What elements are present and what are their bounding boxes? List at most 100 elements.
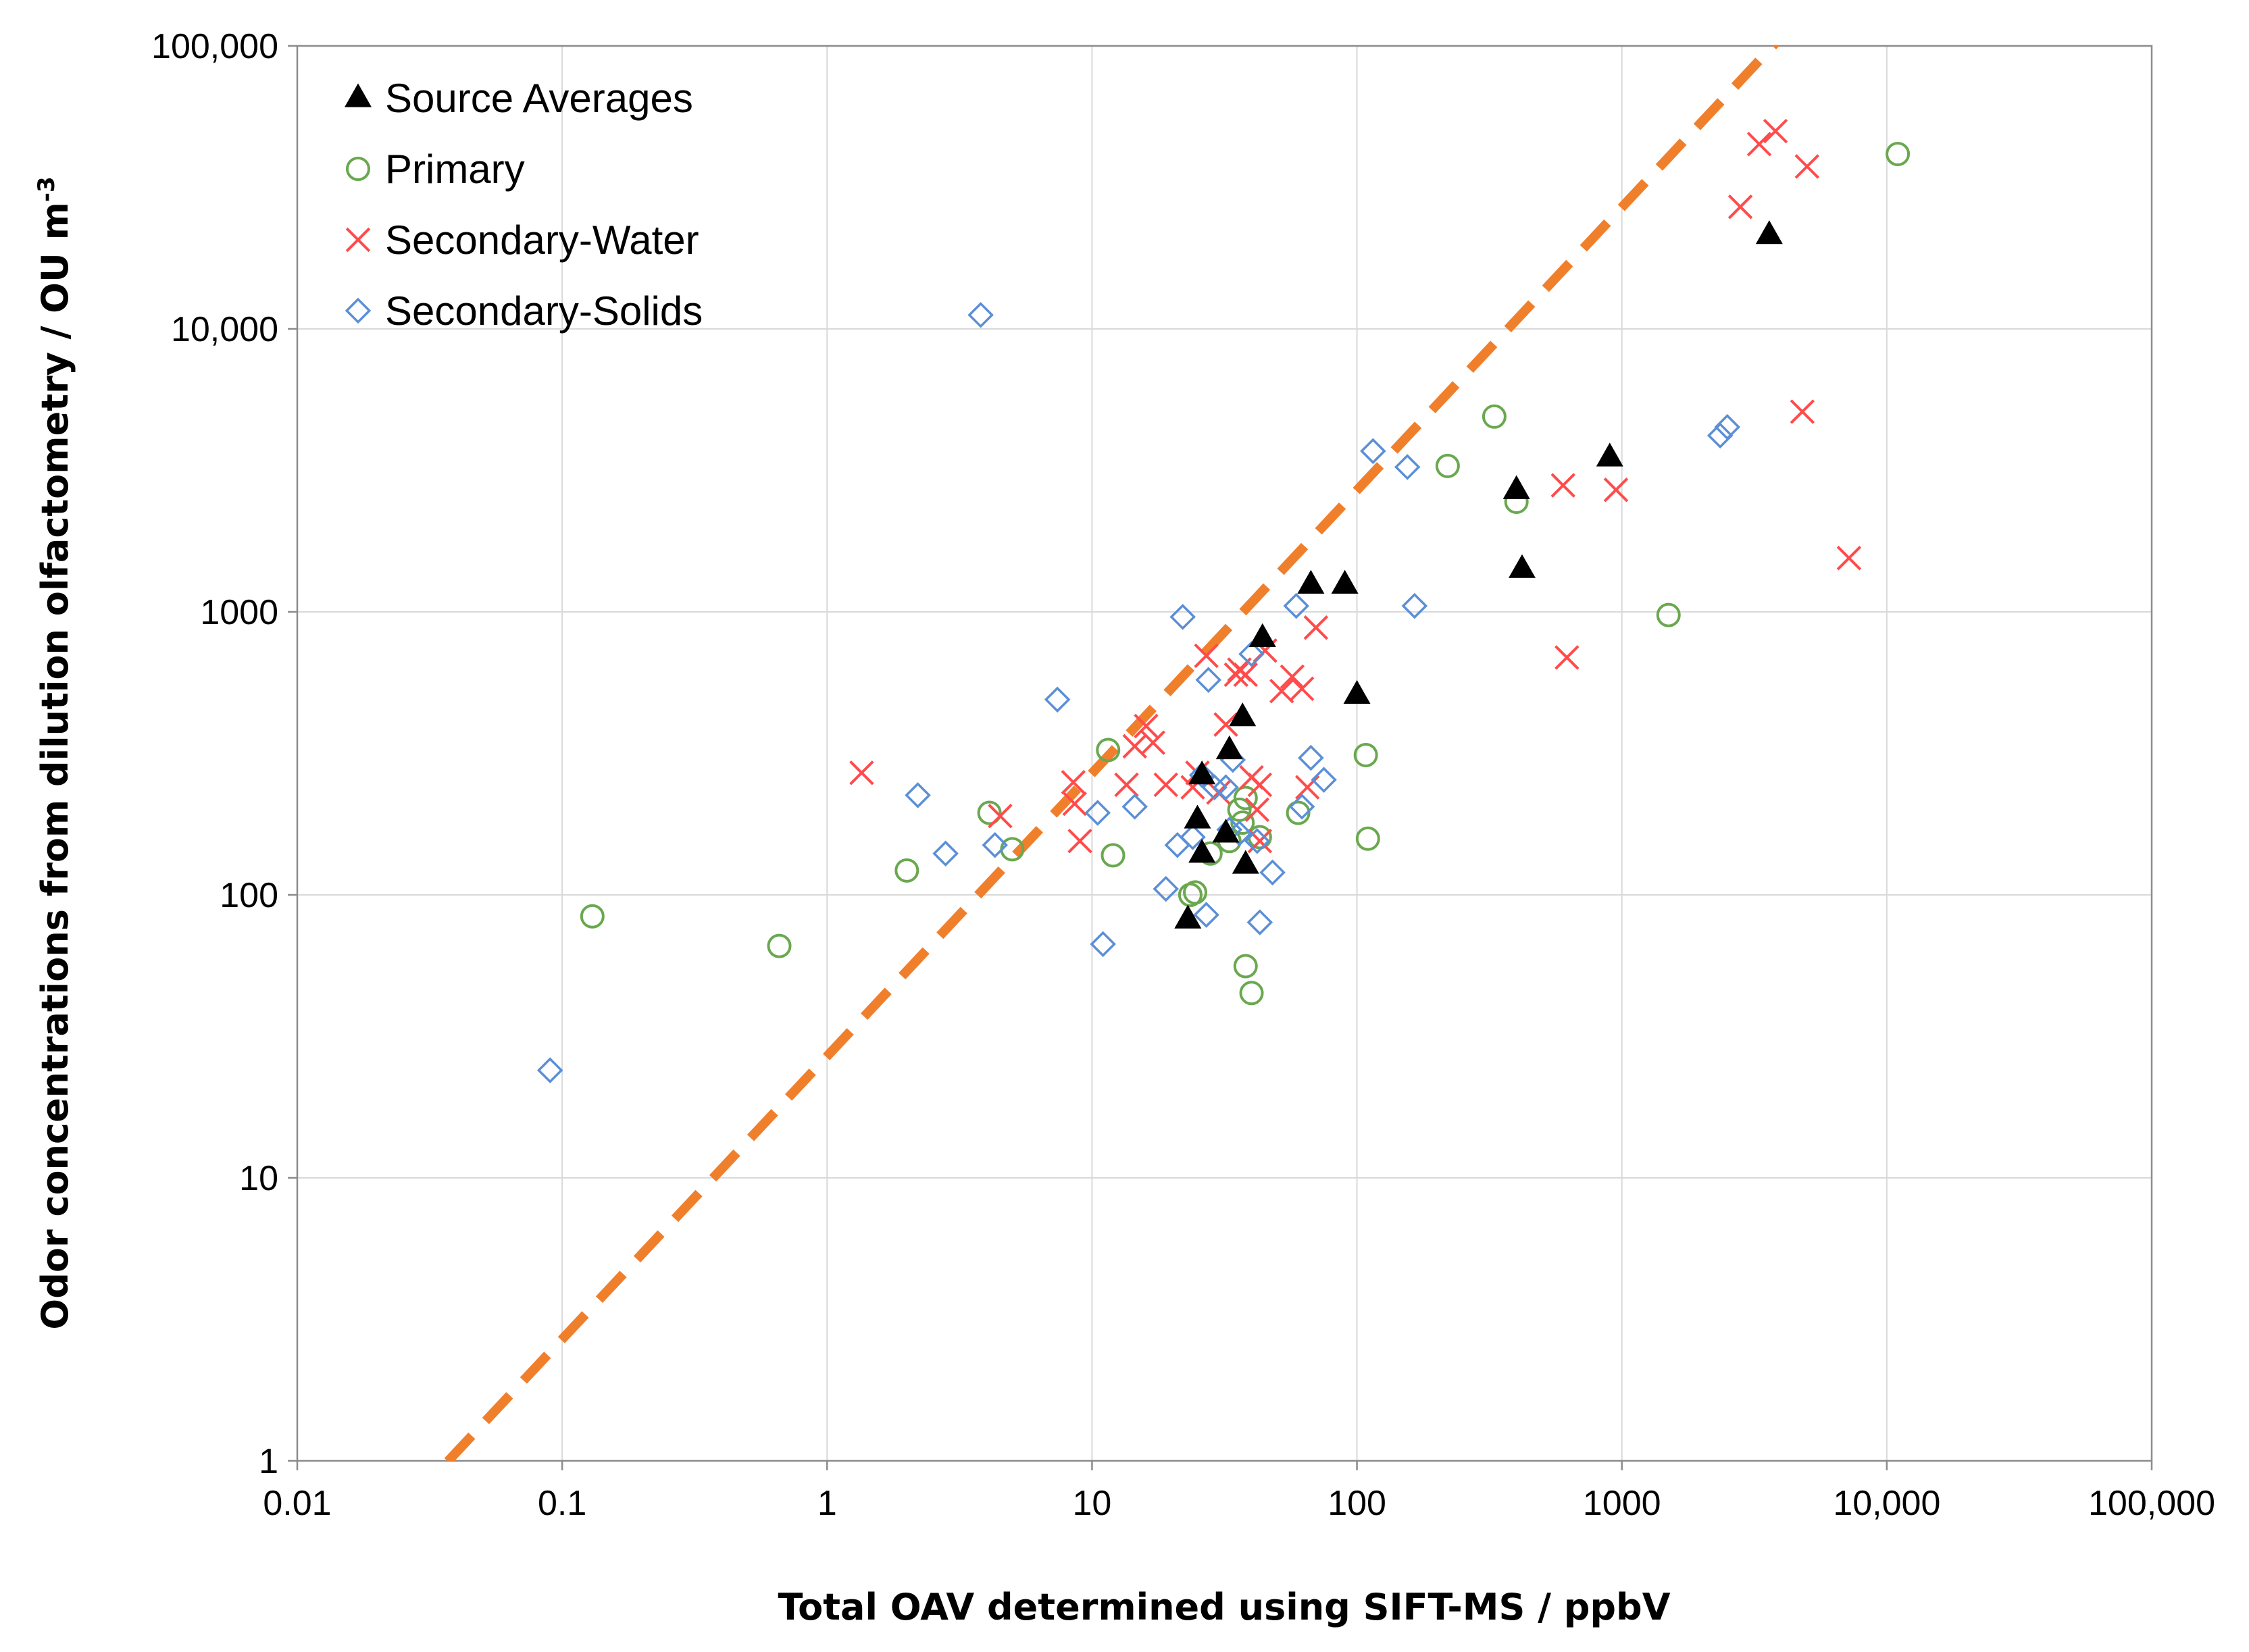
- secondary-water-point: [1280, 664, 1305, 690]
- secondary-water-point: [1061, 770, 1086, 795]
- secondary-water-point: [1213, 712, 1238, 737]
- legend-label: Source Averages: [385, 76, 693, 121]
- secondary-solids-point: [1707, 422, 1734, 449]
- primary-point: [580, 904, 605, 929]
- legend-label: Secondary-Solids: [385, 288, 703, 334]
- secondary-water-point: [1550, 473, 1575, 498]
- legend-item-secondary-water: Secondary-Water: [345, 217, 699, 263]
- secondary-water-point: [1153, 772, 1178, 798]
- secondary-solids-point: [1288, 794, 1315, 820]
- y-tick-label: 100,000: [151, 27, 278, 66]
- secondary-water-point: [1746, 132, 1772, 157]
- legend-item-source-averages: Source Averages: [345, 76, 693, 121]
- secondary-water-point: [1294, 775, 1320, 800]
- secondary-water-point: [1062, 791, 1087, 817]
- secondary-water-point: [1247, 772, 1273, 798]
- secondary-water-point: [1794, 154, 1820, 179]
- secondary-water-point: [988, 803, 1013, 829]
- secondary-solids-point: [1311, 767, 1337, 793]
- legend-marker: [345, 297, 372, 324]
- series-secondary-solids: [536, 302, 1741, 1083]
- y-axis-ticks: 1 10 100 1000 10,000 100,000: [151, 27, 297, 1481]
- secondary-water-point: [1603, 477, 1629, 502]
- primary-point: [1183, 880, 1208, 905]
- primary-point: [1886, 142, 1911, 167]
- source-averages-point: [1229, 702, 1257, 727]
- source-averages-point: [1184, 804, 1211, 829]
- primary-point: [1247, 825, 1272, 850]
- y-axis-title: Odor concentrations from dilution olfact…: [33, 176, 76, 1329]
- primary-point: [1233, 954, 1258, 979]
- source-averages-point: [1174, 904, 1202, 929]
- secondary-water-point: [1555, 645, 1580, 670]
- secondary-water-point: [1067, 829, 1092, 854]
- x-tick-label: 10: [1073, 1484, 1112, 1523]
- x-tick-label: 1000: [1583, 1484, 1661, 1523]
- secondary-solids-point: [536, 1057, 563, 1083]
- secondary-solids-point: [1188, 762, 1215, 788]
- legend-marker: [345, 227, 371, 253]
- legend: Source Averages Primary Secondary-Water Sec…: [345, 76, 703, 334]
- source-averages-point: [1188, 760, 1216, 785]
- x-tick-label: 1: [817, 1484, 837, 1523]
- secondary-solids-point: [967, 302, 994, 328]
- source-averages-point: [1755, 220, 1783, 244]
- secondary-solids-point: [1084, 800, 1111, 826]
- primary-point: [1435, 453, 1460, 478]
- x-axis-ticks: 0.01 0.1 1 10 100 1000 10,000 100,000: [263, 1461, 2215, 1523]
- secondary-solids-point: [1193, 902, 1219, 928]
- primary-point: [1239, 981, 1264, 1006]
- secondary-solids-point: [905, 782, 931, 808]
- secondary-solids-point: [1283, 592, 1309, 619]
- primary-point: [1482, 404, 1507, 429]
- secondary-water-point: [1140, 730, 1166, 755]
- y-tick-label: 1: [259, 1442, 278, 1481]
- source-averages-point: [1248, 623, 1276, 647]
- secondary-solids-point: [1121, 794, 1148, 820]
- primary-point: [1101, 843, 1126, 868]
- x-tick-label: 0.1: [538, 1484, 586, 1523]
- secondary-solids-point: [1401, 592, 1428, 619]
- secondary-water-point: [1114, 772, 1139, 798]
- data-points: [536, 118, 1911, 1083]
- y-tick-label: 10: [239, 1159, 278, 1198]
- primary-point: [1656, 602, 1681, 627]
- y-tick-label: 100: [220, 876, 278, 915]
- secondary-water-point: [1790, 399, 1815, 424]
- secondary-solids-point: [1090, 931, 1116, 958]
- secondary-solids-point: [1180, 824, 1206, 850]
- secondary-water-point: [1836, 546, 1862, 571]
- secondary-solids-point: [1169, 604, 1196, 630]
- primary-point: [1355, 826, 1380, 851]
- legend-label: Secondary-Water: [385, 217, 699, 263]
- secondary-solids-point: [1164, 831, 1191, 858]
- secondary-solids-point: [1244, 827, 1271, 854]
- grid: [297, 46, 2152, 1461]
- source-averages-point: [1212, 819, 1240, 843]
- secondary-solids-point: [1238, 641, 1265, 667]
- primary-point: [1353, 742, 1378, 767]
- legend-item-primary: Primary: [346, 147, 525, 192]
- y-tick-label: 10,000: [171, 310, 278, 349]
- secondary-water-point: [1763, 118, 1788, 144]
- secondary-solids-point: [1044, 686, 1071, 713]
- primary-point: [767, 933, 792, 958]
- source-averages-point: [1297, 569, 1325, 594]
- primary-point: [1286, 800, 1311, 825]
- series-source-averages: [1174, 220, 1783, 929]
- x-tick-label: 100,000: [2088, 1484, 2215, 1523]
- secondary-water-point: [1269, 679, 1294, 704]
- primary-point: [1233, 785, 1258, 810]
- secondary-solids-point: [1246, 909, 1273, 935]
- plot-frame: [296, 45, 2153, 1462]
- secondary-solids-point: [982, 831, 1008, 858]
- source-averages-point: [1331, 569, 1359, 594]
- secondary-water-point: [1727, 195, 1753, 220]
- source-averages-point: [1508, 554, 1536, 578]
- source-averages-point: [1343, 679, 1371, 704]
- series-secondary-water: [849, 118, 1862, 854]
- secondary-water-point: [1244, 797, 1270, 823]
- legend-marker: [346, 157, 370, 181]
- source-averages-point: [1502, 475, 1530, 499]
- y-axis-title-main: Odor concentrations from dilution olfact…: [34, 202, 76, 1330]
